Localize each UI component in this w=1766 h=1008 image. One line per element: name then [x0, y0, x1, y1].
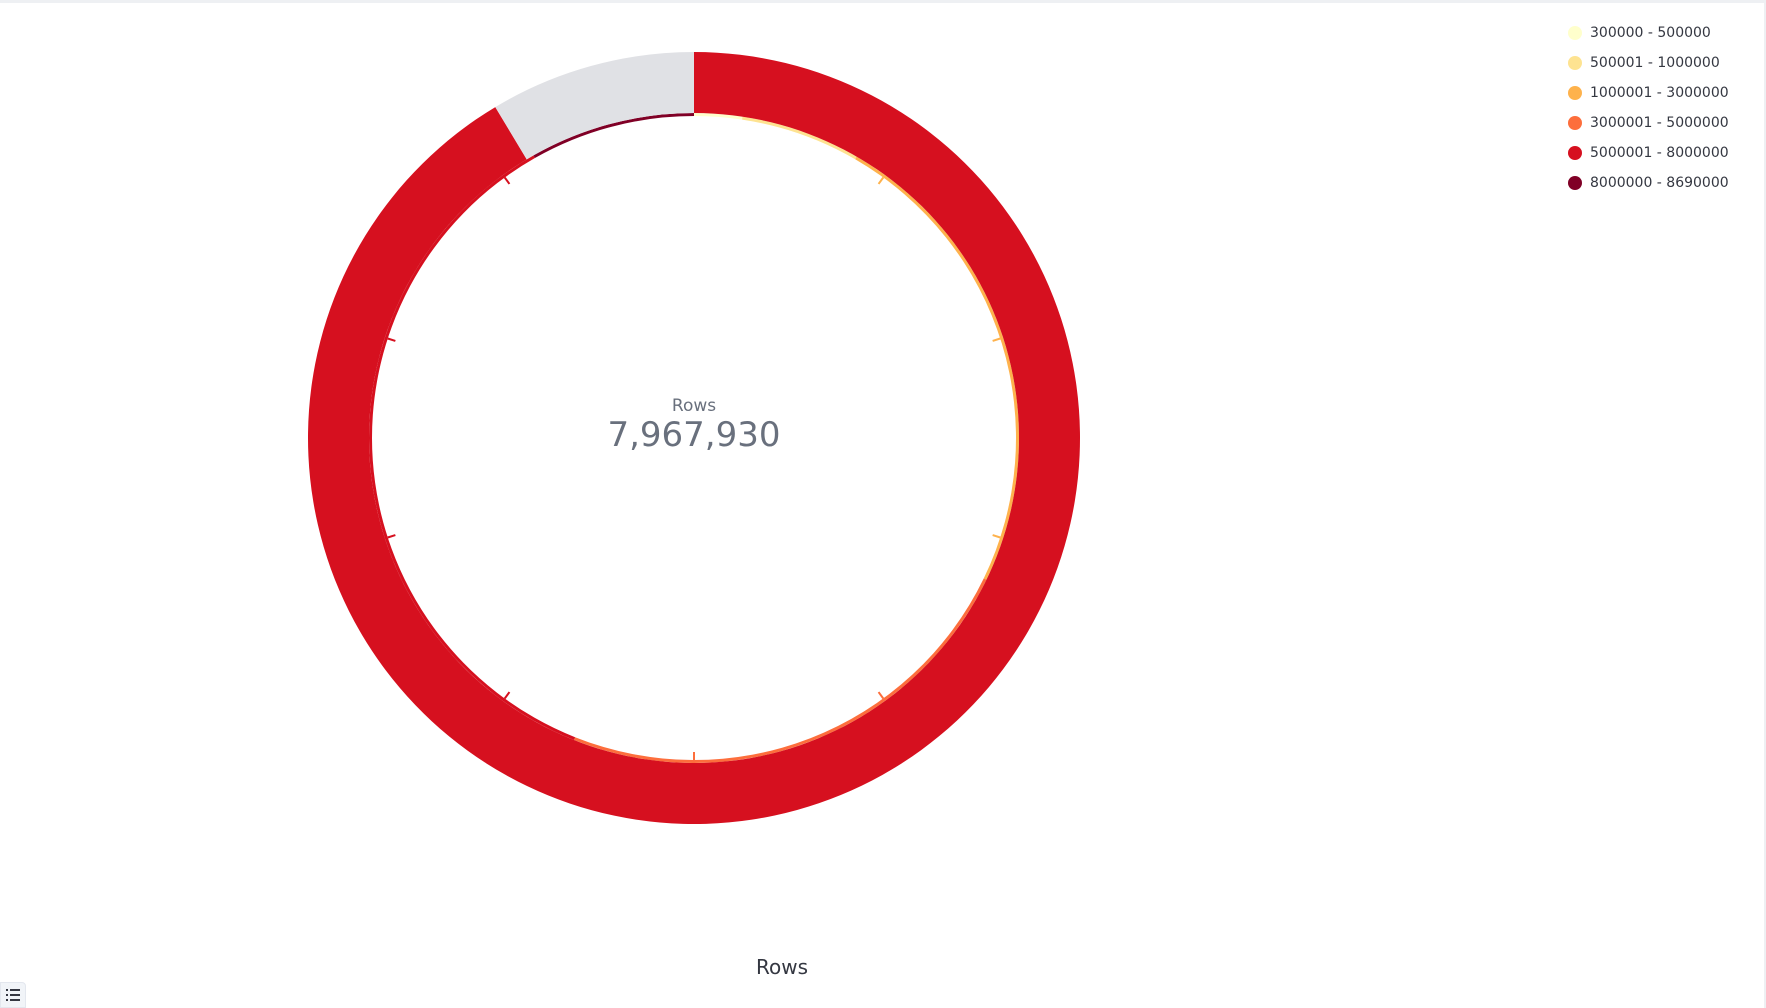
gauge-chart: Rows 7,967,930 — [307, 52, 1080, 824]
legend-label: 1000001 - 3000000 — [1590, 85, 1729, 101]
legend-swatch-icon — [1568, 176, 1582, 190]
legend-label: 300000 - 500000 — [1590, 25, 1711, 41]
gauge-tick-9 — [503, 176, 511, 185]
legend-item-range-2[interactable]: 500001 - 1000000 — [1568, 48, 1758, 78]
legend-label: 5000001 - 8000000 — [1590, 145, 1729, 161]
legend-swatch-icon — [1568, 146, 1582, 160]
legend-item-range-1[interactable]: 300000 - 500000 — [1568, 18, 1758, 48]
legend-label: 8000000 - 8690000 — [1590, 175, 1729, 191]
legend-item-range-5[interactable]: 5000001 - 8000000 — [1568, 138, 1758, 168]
legend-label: 500001 - 1000000 — [1590, 55, 1720, 71]
gauge-range-band-1 — [694, 113, 743, 120]
chart-title: Rows — [755, 955, 808, 979]
gauge-tick-4 — [877, 691, 885, 700]
legend-swatch-icon — [1568, 116, 1582, 130]
tick-layer — [387, 176, 1001, 760]
legend-swatch-icon — [1568, 26, 1582, 40]
legend-swatch-icon — [1568, 86, 1582, 100]
legend-item-range-3[interactable]: 1000001 - 3000000 — [1568, 78, 1758, 108]
legend-toggle-button[interactable] — [0, 982, 26, 1008]
legend-item-range-4[interactable]: 3000001 - 5000000 — [1568, 108, 1758, 138]
gauge-tick-3 — [992, 534, 1001, 539]
gauge-remainder-arc — [495, 52, 694, 160]
legend: 300000 - 500000 500001 - 1000000 1000001… — [1568, 18, 1758, 198]
legend-label: 3000001 - 5000000 — [1590, 115, 1729, 131]
gauge-tick-1 — [877, 176, 885, 185]
center-metric-label: Rows — [672, 396, 716, 416]
legend-item-range-6[interactable]: 8000000 - 8690000 — [1568, 168, 1758, 198]
gauge-range-band-2 — [742, 116, 857, 160]
right-border — [1764, 0, 1766, 1008]
gauge-range-band-3 — [855, 156, 1020, 580]
gauge-tick-8 — [387, 337, 396, 342]
center-metric-value: 7,967,930 — [607, 415, 780, 455]
gauge-tick-2 — [992, 337, 1001, 342]
list-icon — [6, 989, 20, 1001]
range-band-layer — [368, 113, 1020, 764]
value-arc-layer — [307, 52, 1080, 824]
top-border — [0, 0, 1766, 3]
gauge-tick-7 — [387, 534, 396, 539]
legend-swatch-icon — [1568, 56, 1582, 70]
gauge-tick-6 — [503, 691, 511, 700]
